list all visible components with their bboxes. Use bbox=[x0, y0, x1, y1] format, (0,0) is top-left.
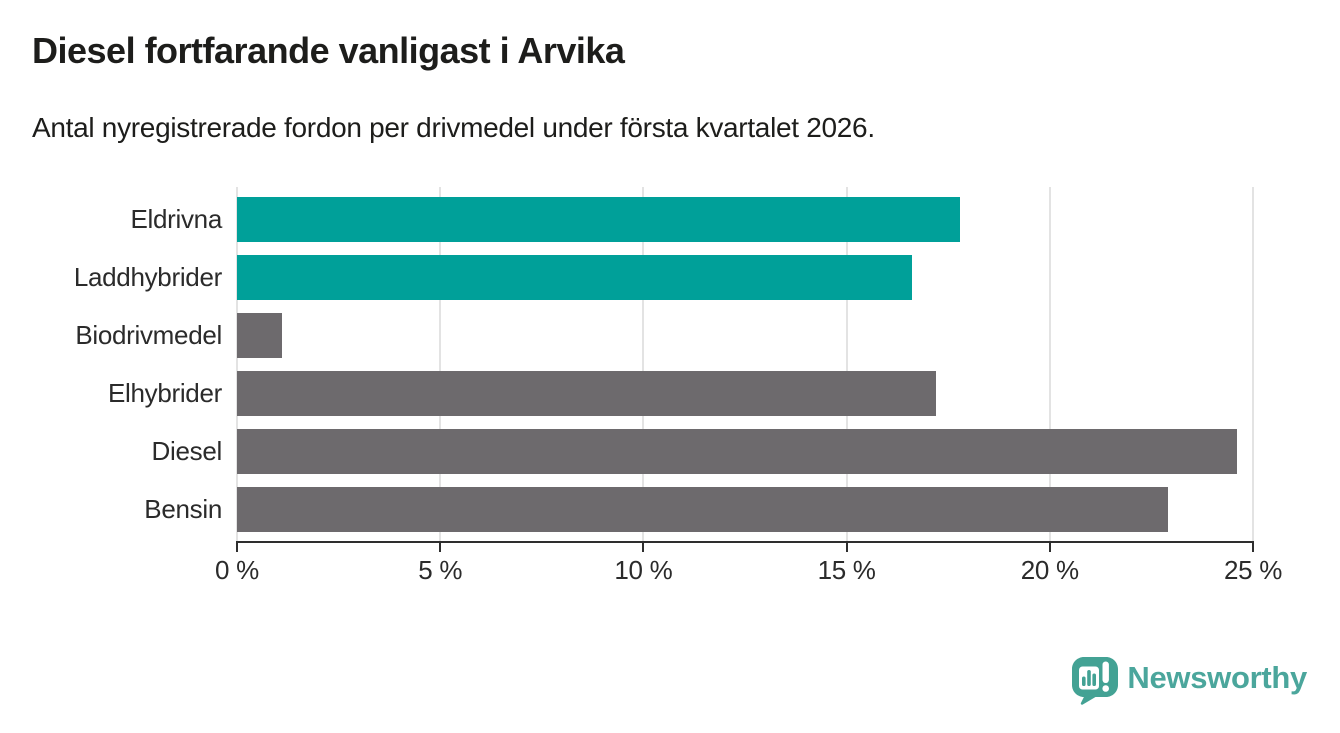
tick-mark-15 bbox=[845, 543, 848, 552]
bar-laddhybrider bbox=[237, 255, 912, 300]
bar-eldrivna bbox=[237, 197, 961, 242]
newsworthy-logo: Newsworthy bbox=[1072, 657, 1307, 705]
gridline-0 bbox=[236, 187, 238, 541]
tick-mark-25 bbox=[1252, 543, 1254, 552]
gridline-25 bbox=[1252, 187, 1254, 541]
category-label-biodrivmedel: Biodrivmedel bbox=[75, 320, 222, 350]
bars bbox=[237, 187, 1253, 541]
tick-mark-0 bbox=[236, 543, 238, 552]
category-label-eldrivna: Eldrivna bbox=[130, 204, 222, 234]
category-label-diesel: Diesel bbox=[151, 436, 223, 466]
mini-bar-1 bbox=[1082, 676, 1086, 686]
tick-label-0: 0 % bbox=[215, 555, 259, 585]
tick-label-10: 10 % bbox=[614, 555, 673, 585]
bar-elhybrider bbox=[237, 371, 936, 416]
newsworthy-brand-text: Newsworthy bbox=[1127, 660, 1307, 695]
tick-mark-5 bbox=[439, 543, 442, 552]
plot-area: 0 % 5 % 10 % 15 % 20 % 25 % Eldrivna Laddhybri… bbox=[74, 187, 1282, 585]
tick-label-15: 15 % bbox=[817, 555, 876, 585]
mini-bar-2 bbox=[1087, 670, 1092, 686]
x-axis-line bbox=[236, 541, 1254, 543]
exclamation-bar bbox=[1102, 661, 1110, 683]
tick-mark-10 bbox=[642, 543, 645, 552]
category-label-bensin: Bensin bbox=[144, 494, 222, 524]
tick-label-20: 20 % bbox=[1020, 555, 1079, 585]
y-axis-category-labels: Eldrivna Laddhybrider Biodrivmedel Elhybrid… bbox=[74, 187, 1253, 541]
bar-diesel bbox=[237, 429, 1237, 474]
mini-bar-3 bbox=[1092, 673, 1097, 686]
chart-title: Diesel fortfarande vanligast i Arvika bbox=[32, 30, 625, 71]
tick-mark-20 bbox=[1048, 543, 1051, 552]
category-label-elhybrider: Elhybrider bbox=[107, 378, 222, 408]
category-label-laddhybrider: Laddhybrider bbox=[73, 262, 222, 292]
tick-label-25: 25 % bbox=[1223, 555, 1283, 585]
gridline-15 bbox=[845, 187, 848, 541]
x-axis-ticks bbox=[236, 187, 1254, 552]
gridlines bbox=[236, 187, 1254, 541]
gridline-20 bbox=[1048, 187, 1051, 541]
bar-bensin bbox=[237, 487, 1168, 532]
gridline-10 bbox=[642, 187, 645, 541]
chart-subtitle: Antal nyregistrerade fordon per drivmede… bbox=[32, 112, 875, 143]
x-axis-tick-labels: 0 % 5 % 10 % 15 % 20 % 25 % bbox=[215, 187, 1282, 585]
exclamation-dot bbox=[1102, 685, 1110, 692]
newsworthy-pin-icon bbox=[1072, 657, 1119, 705]
bar-biodrivmedel bbox=[237, 313, 282, 358]
gridline-5 bbox=[439, 187, 442, 541]
tick-label-5: 5 % bbox=[418, 555, 463, 585]
